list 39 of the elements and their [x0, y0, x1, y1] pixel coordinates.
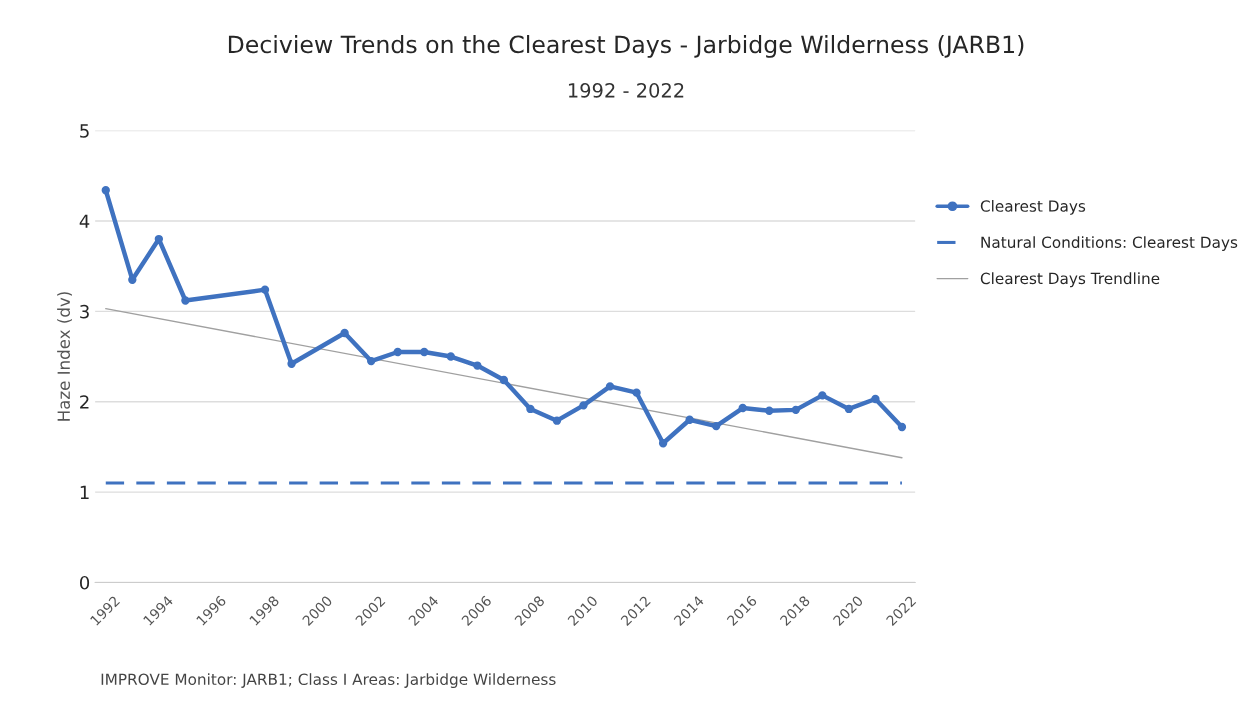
point	[420, 347, 429, 357]
point	[632, 388, 641, 397]
chart-subtitle: 1992 - 2022	[568, 83, 684, 98]
chart-title: Deciview Trends on the Clearest Days - Jarbidge Wilderness (JARB1)	[228, 35, 1024, 58]
point	[579, 401, 588, 410]
point	[393, 347, 402, 357]
point	[499, 375, 509, 385]
point	[871, 394, 880, 404]
point	[712, 421, 721, 431]
point	[181, 296, 190, 305]
point	[473, 361, 482, 370]
point	[526, 404, 535, 414]
point	[260, 285, 270, 294]
y-tick-label: 1	[80, 485, 89, 499]
legend-label: Clearest Days Trendline	[980, 272, 1160, 288]
legend-label: Clearest Days	[980, 200, 1086, 215]
point	[818, 391, 827, 400]
y-tick-label: 2	[80, 395, 89, 409]
point	[446, 352, 455, 361]
point	[791, 405, 800, 415]
y-axis-title: Haze Index (dv)	[57, 292, 72, 421]
point	[685, 415, 694, 424]
y-tick-label: 3	[80, 304, 89, 319]
y-tick-label: 0	[79, 575, 90, 590]
point	[605, 382, 615, 391]
point	[765, 406, 774, 415]
point	[658, 439, 668, 448]
point	[340, 328, 349, 338]
text: IMPROVE Monitor: JARB1; Class I Areas: Jarbidge Wilderness	[101, 673, 556, 688]
point	[101, 186, 110, 195]
point	[287, 359, 296, 368]
point	[738, 403, 747, 413]
y-tick-label: 5	[80, 124, 89, 138]
point	[844, 404, 854, 414]
y-tick-label: 4	[79, 214, 90, 228]
point	[897, 422, 907, 432]
point	[366, 356, 376, 366]
point	[552, 416, 562, 425]
legend-label: Natural Conditions: Clearest Days	[981, 236, 1238, 251]
